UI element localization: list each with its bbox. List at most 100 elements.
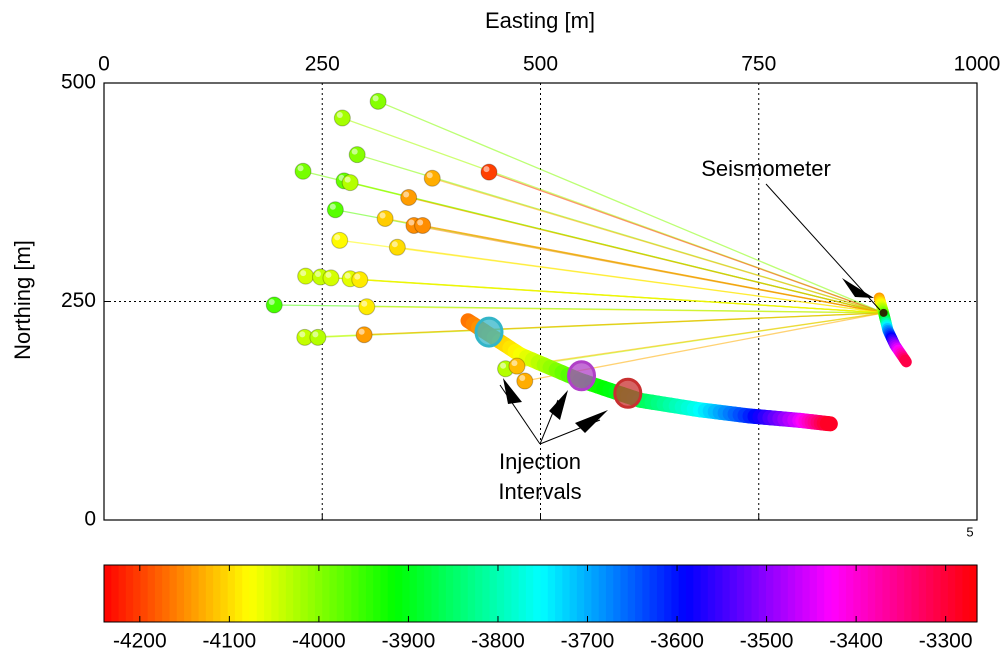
colorbar-strip — [969, 565, 978, 622]
colorbar-strip — [569, 565, 578, 622]
colorbar-strip — [453, 565, 462, 622]
highlight — [297, 165, 304, 172]
ray — [516, 312, 884, 367]
event — [508, 357, 526, 375]
highlight — [344, 272, 351, 279]
plot — [103, 82, 978, 521]
colorbar-strip — [489, 565, 498, 622]
colorbar-strip — [314, 565, 323, 622]
colorbar-strip — [540, 565, 549, 622]
colorbar-strip — [707, 565, 716, 622]
event — [358, 298, 376, 316]
highlight — [344, 176, 351, 183]
ray — [397, 246, 884, 314]
colorbar-strip — [133, 565, 141, 622]
highlight — [361, 300, 368, 307]
annotation-line — [765, 183, 881, 311]
highlight — [336, 111, 343, 118]
colorbar-strip — [482, 565, 491, 622]
colorbar-strip — [191, 565, 200, 622]
annotation: Seismometer — [701, 156, 831, 181]
colorbar-strip — [547, 565, 556, 622]
colorbar-strip — [176, 565, 185, 622]
event — [341, 174, 359, 192]
colorbar-strip — [809, 565, 818, 622]
highlight — [351, 148, 358, 155]
highlight — [329, 203, 336, 210]
colorbar-strip — [496, 565, 505, 622]
ray — [359, 279, 884, 314]
colorbar-strip — [147, 565, 156, 622]
colorbar-strip — [744, 565, 753, 622]
x-tick-label: 1000 — [954, 53, 1001, 76]
colorbar-strip — [300, 565, 309, 622]
colorbar-strip — [475, 565, 483, 622]
colorbar-tick-label: -3300 — [919, 630, 973, 653]
colorbar-strip — [715, 565, 723, 622]
colorbar-strip — [795, 565, 803, 622]
colorbar-strip — [605, 565, 614, 622]
x-tick-label: 750 — [741, 53, 776, 76]
colorbar-strip — [831, 565, 840, 622]
colorbar-strip — [213, 565, 221, 622]
colorbar-strip — [904, 565, 913, 622]
colorbar-strip — [838, 565, 847, 622]
y-tick-label: 0 — [84, 508, 96, 531]
colorbar-strip — [395, 565, 403, 622]
highlight — [268, 298, 275, 305]
x-tick-label: 500 — [523, 53, 558, 76]
colorbar-strip — [678, 565, 687, 622]
colorbar-strip — [205, 565, 214, 622]
colorbar-tick-label: -3500 — [740, 630, 794, 653]
colorbar-strip — [380, 565, 389, 622]
event — [423, 169, 441, 187]
highlight — [391, 241, 398, 248]
colorbar-strip — [271, 565, 280, 622]
event — [414, 216, 432, 234]
injection-interval — [474, 316, 504, 348]
colorbar-strip — [154, 565, 163, 622]
arrowhead — [549, 390, 568, 420]
plot-frame — [103, 82, 978, 521]
injection-interval — [567, 360, 597, 392]
colorbar-strip — [860, 565, 869, 622]
colorbar-strip — [940, 565, 949, 622]
colorbar-tick-label: -3800 — [471, 630, 525, 653]
colorbar-strip — [867, 565, 876, 622]
colorbar-strip — [387, 565, 396, 622]
colorbar-strip — [365, 565, 374, 622]
event — [400, 188, 418, 206]
x-tick-label: 0 — [98, 53, 110, 76]
seismometer — [879, 308, 888, 317]
colorbar-strip — [111, 565, 120, 622]
colorbar-strip — [693, 565, 702, 622]
colorbar-strip — [125, 565, 134, 622]
colorbar-strip — [962, 565, 971, 622]
highlight — [372, 95, 379, 102]
colorbar-strip — [431, 565, 440, 622]
colorbar-strip — [562, 565, 571, 622]
colorbar-strip — [613, 565, 622, 622]
colorbar-strip — [256, 565, 265, 622]
colorbar-strip — [853, 565, 862, 622]
colorbar-strip — [278, 565, 287, 622]
event — [351, 271, 369, 289]
colorbar-strip — [467, 565, 476, 622]
colorbar-strip — [846, 565, 854, 622]
colorbar-strip — [118, 565, 127, 622]
corner-label: 5 — [966, 524, 973, 539]
colorbar-strip — [402, 565, 411, 622]
event — [516, 372, 534, 390]
colorbar-strip — [424, 565, 432, 622]
ray — [488, 171, 884, 314]
y-axis-label: Northing [m] — [10, 240, 35, 360]
colorbar-strip — [242, 565, 251, 622]
colorbar: -4200 -4100 -4000 -3900 -3800 -3700 -3600 -3500… — [103, 564, 978, 653]
colorbar-strip — [758, 565, 767, 622]
colorbar-tick-label: -3400 — [829, 630, 883, 653]
colorbar-strip — [947, 565, 956, 622]
colorbar-strip — [802, 565, 811, 622]
colorbar-strip — [227, 565, 236, 622]
y-tick-label: 250 — [61, 289, 96, 312]
colorbar-strip — [722, 565, 731, 622]
